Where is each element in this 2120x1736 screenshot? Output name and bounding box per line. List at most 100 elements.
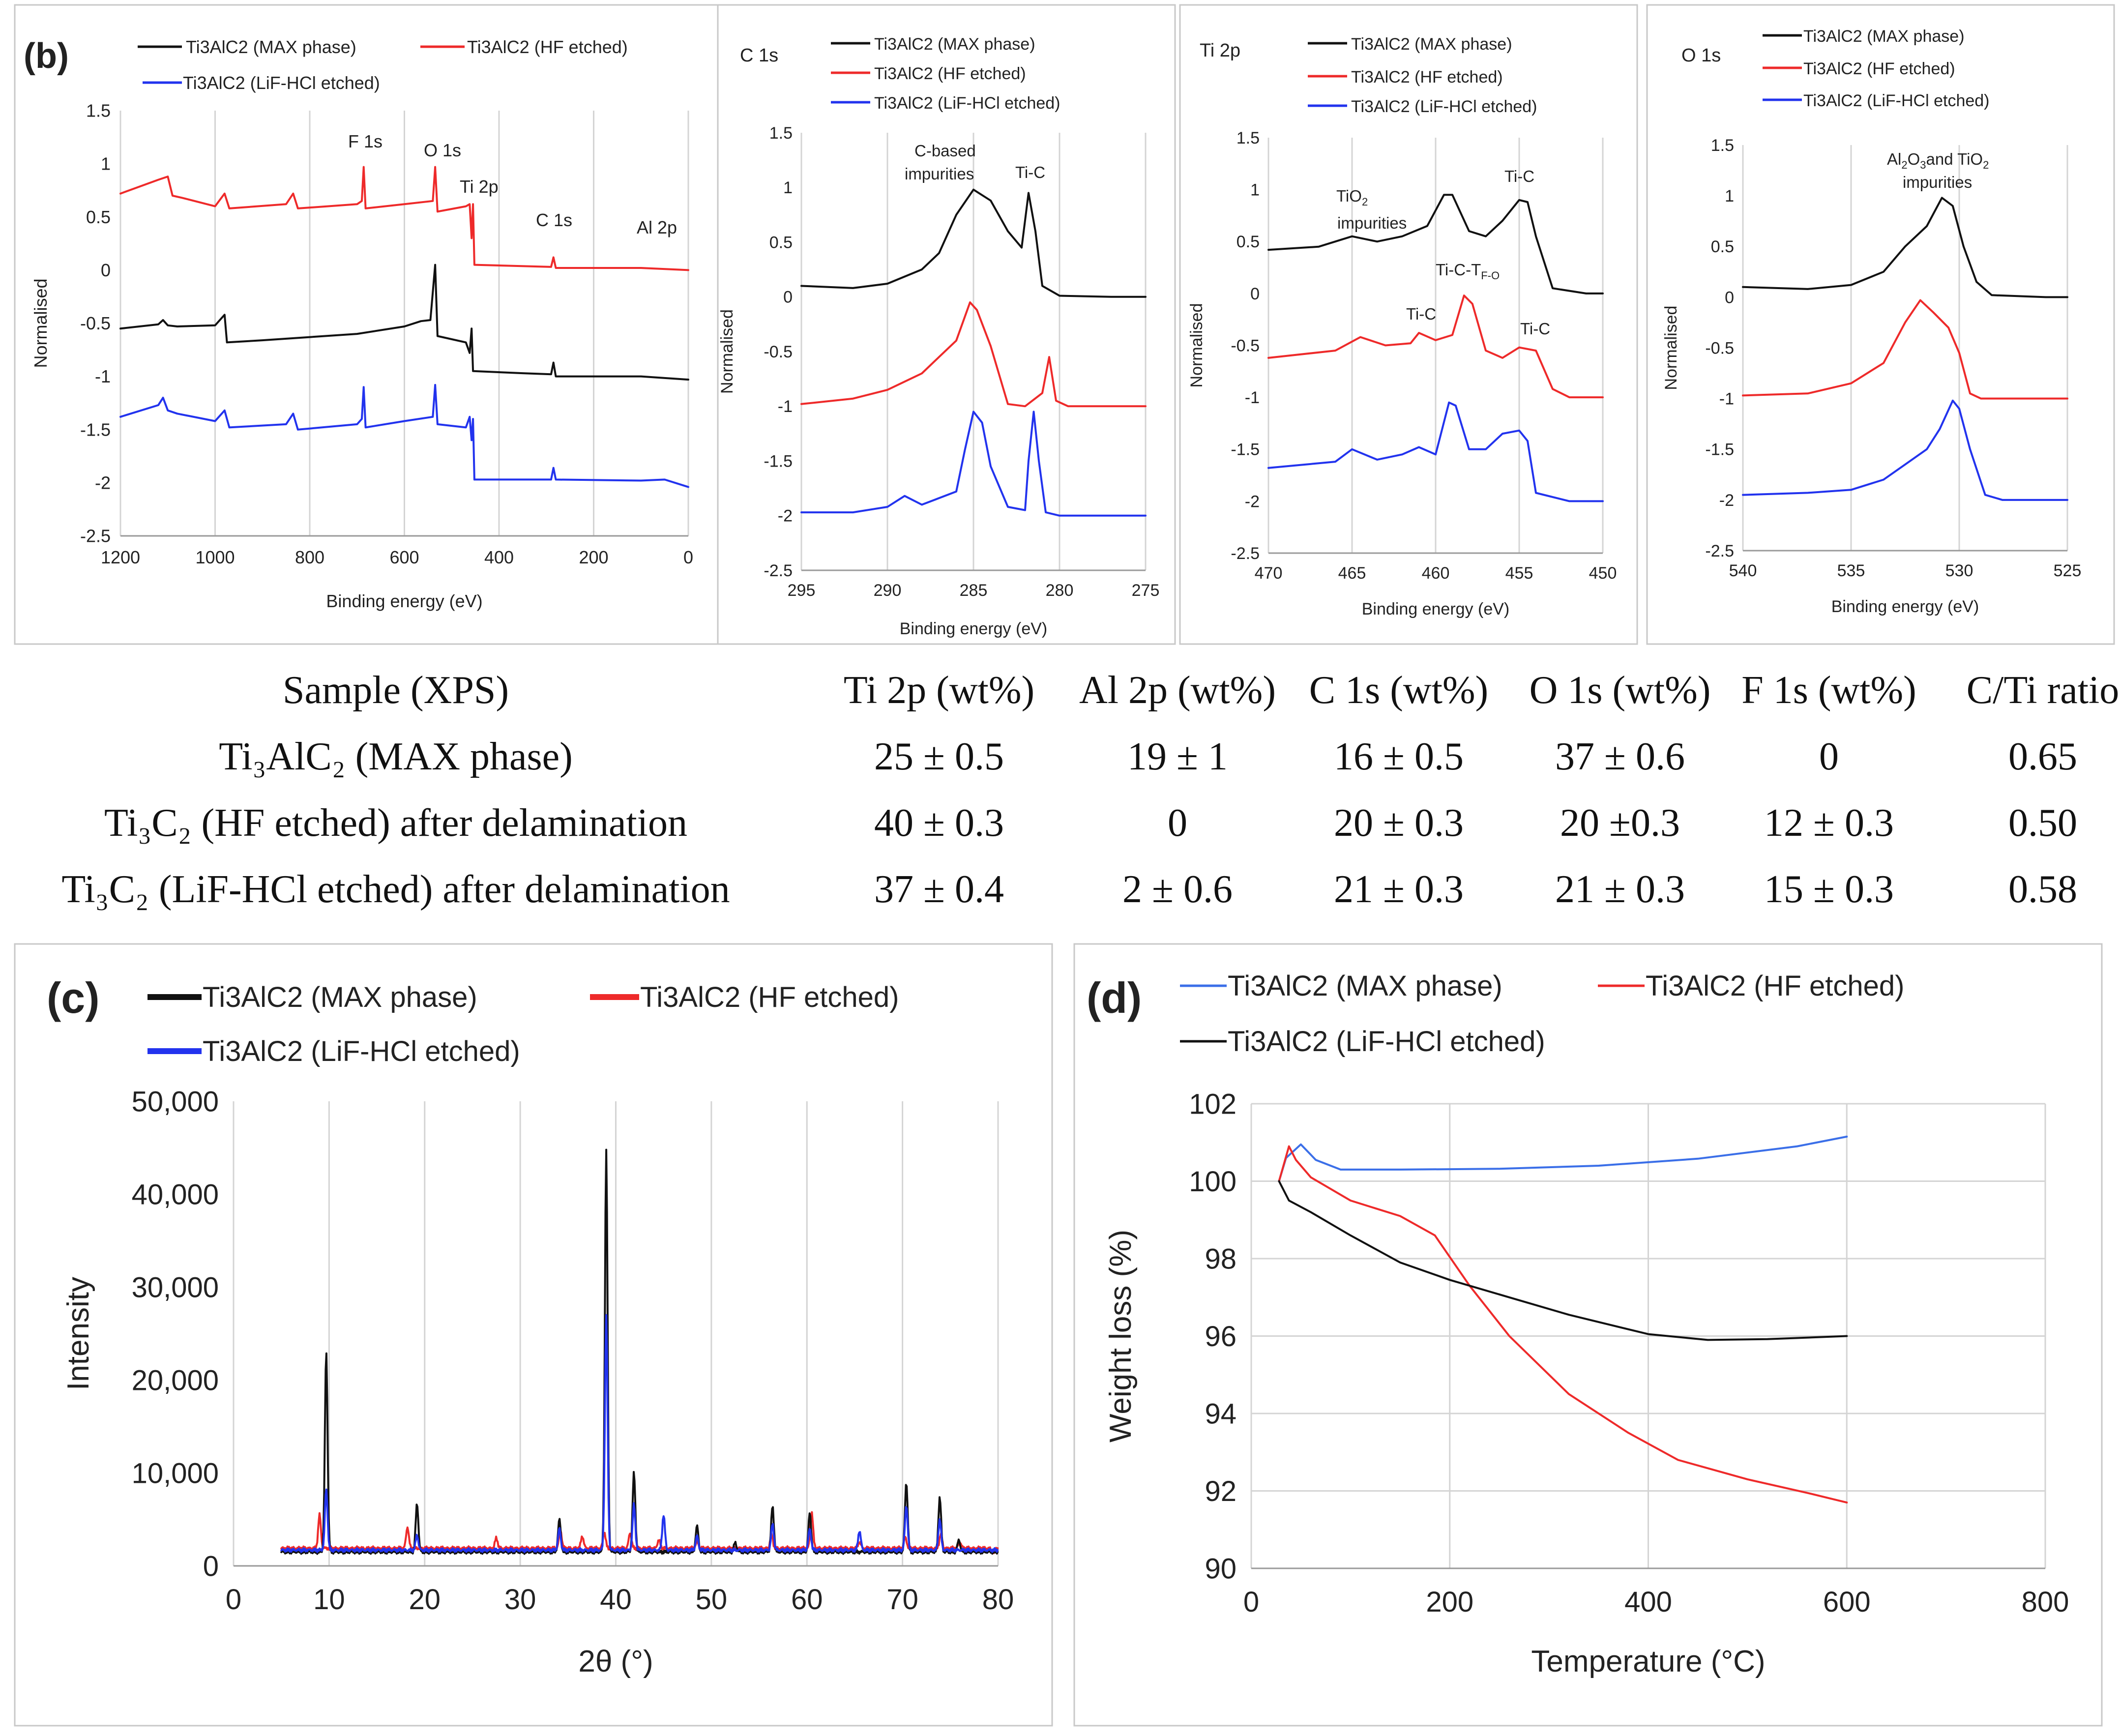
table-row-cell: Ti₃C₂ (HF etched) after delamination	[104, 801, 687, 845]
x-tick-label: 30	[504, 1584, 536, 1616]
table-row-cell: 21 ± 0.3	[1334, 868, 1464, 911]
xps-survey-plot: 1200 1000 800 600 400 200 0 1.5 1 0.5 0 -0.5 -1 -1.5 -…	[30, 101, 693, 611]
legend-label-hf: Ti3AlC2 (HF etched)	[467, 37, 628, 57]
legend-label-lif: Ti3AlC2 (LiF-HCl etched)	[1228, 1026, 1545, 1058]
xps-o1s-plot: 540 535 530 525 1.5 1 0.5 0 -0.5 -1 -1.5 -2 -2.5 Bind…	[1662, 136, 2081, 616]
annotation-ti-c: Ti-C	[1015, 163, 1045, 181]
x-tick-label: 460	[1422, 564, 1450, 583]
x-tick-label: 0	[1243, 1586, 1259, 1618]
x-axis-label: Binding energy (eV)	[326, 591, 482, 611]
y-tick-label: -1	[1245, 388, 1260, 407]
y-tick-label: 100	[1189, 1166, 1237, 1198]
table-row-cell: 0	[1168, 801, 1187, 845]
annotation-al2p: Al 2p	[637, 217, 677, 237]
x-tick-label: 0	[226, 1584, 241, 1616]
annotation-c1s: C 1s	[536, 210, 572, 230]
y-tick-label: 1.5	[1711, 136, 1734, 155]
y-axis-label: Normalised	[718, 309, 736, 394]
y-tick-label: 0	[1725, 288, 1734, 307]
table-row-cell: 37 ± 0.6	[1555, 735, 1685, 778]
y-axis-label: Intensity	[61, 1277, 95, 1390]
tga-legend: Ti3AlC2 (MAX phase) Ti3AlC2 (HF etched) …	[1180, 970, 1904, 1058]
table-row-cell: 16 ± 0.5	[1334, 735, 1464, 778]
x-tick-label: 70	[886, 1584, 918, 1616]
y-tick-label: 1	[101, 154, 111, 174]
x-tick-label: 455	[1505, 564, 1533, 583]
table-row-cell: 19 ± 1	[1127, 735, 1228, 778]
x-tick-label: 800	[2022, 1586, 2069, 1618]
y-tick-label: 1	[1725, 187, 1734, 206]
xps-c1s-plot: 295 290 285 280 275 1.5 1 0.5 0 -0.5 -1 -1.5 -2 -2.5 B…	[718, 124, 1159, 638]
series-line-ti3alc2-lif-hcl-etched	[280, 1314, 999, 1553]
table-row-cell: 40 ± 0.3	[874, 801, 1004, 845]
legend-label-lif: Ti3AlC2 (LiF-HCl etched)	[1351, 97, 1537, 116]
table-row-cell: 2 ± 0.6	[1122, 868, 1233, 911]
table-row-cell: 37 ± 0.4	[874, 868, 1004, 911]
annotation-impurities: impurities	[905, 165, 974, 183]
y-tick-label: 0.5	[1237, 233, 1260, 251]
annotation-ti2p: Ti 2p	[460, 177, 499, 197]
y-tick-label: -2	[95, 472, 111, 493]
xps-ti2p-plot: 470 465 460 455 450 1.5 1 0.5 0 -0.5 -1 -1.5 -2 -2.5 B…	[1187, 129, 1617, 618]
ti2p-title: Ti 2p	[1200, 40, 1240, 61]
y-tick-label: -0.5	[80, 313, 111, 333]
ti2p-legend: Ti3AlC2 (MAX phase) Ti3AlC2 (HF etched) …	[1308, 35, 1537, 116]
y-tick-label: -1.5	[764, 452, 793, 471]
y-tick-label: 0	[101, 260, 111, 280]
o1s-title: O 1s	[1681, 45, 1721, 66]
series-line-ti3alc2-hf-etched	[800, 301, 1147, 408]
y-tick-label: 1.5	[1237, 129, 1260, 147]
y-tick-label: -2.5	[764, 561, 793, 580]
table-header-cell: Al 2p (wt%)	[1079, 669, 1276, 712]
x-tick-label: 470	[1255, 564, 1283, 583]
survey-legend: Ti3AlC2 (MAX phase) Ti3AlC2 (HF etched) …	[138, 37, 628, 93]
x-tick-label: 465	[1338, 564, 1366, 583]
y-tick-label: -0.5	[764, 343, 793, 361]
y-tick-label: -2.5	[1705, 542, 1734, 560]
y-axis-label: Normalised	[1662, 306, 1680, 390]
y-tick-label: -2.5	[80, 526, 111, 546]
table-row-cell: 20 ±0.3	[1560, 801, 1680, 845]
legend-label-lif: Ti3AlC2 (LiF-HCl etched)	[1803, 91, 1990, 110]
annotation-ti-c-tx: Ti-C-TF-O	[1436, 261, 1500, 282]
y-tick-label: 1	[1250, 181, 1260, 200]
legend-label-max: Ti3AlC2 (MAX phase)	[203, 981, 477, 1013]
legend-label-hf: Ti3AlC2 (HF etched)	[1803, 59, 1955, 78]
table-header-cell: F 1s (wt%)	[1741, 669, 1916, 712]
y-tick-label: 0	[783, 288, 793, 307]
series-line-ti3alc2-lif-hcl-etched	[1742, 399, 2068, 501]
table-row-cell: 21 ± 0.3	[1555, 868, 1685, 911]
y-axis-label: Normalised	[30, 278, 51, 368]
series-line-ti3alc2-hf-etched	[119, 166, 689, 271]
series-line-ti3alc2-max-phase	[1278, 1135, 1848, 1182]
table-header-cell: Ti 2p (wt%)	[844, 669, 1034, 712]
y-axis-label: Weight loss (%)	[1104, 1230, 1138, 1442]
table-header-cell: O 1s (wt%)	[1530, 669, 1711, 712]
x-tick-label: 275	[1132, 581, 1160, 600]
y-tick-label: 0.5	[1711, 237, 1734, 256]
x-tick-label: 525	[2054, 561, 2082, 580]
legend-label-lif: Ti3AlC2 (LiF-HCl etched)	[203, 1035, 520, 1067]
x-tick-label: 280	[1046, 581, 1074, 600]
legend-label-hf: Ti3AlC2 (HF etched)	[1351, 68, 1503, 87]
series-line-ti3alc2-hf-etched	[280, 1511, 999, 1555]
c1s-title: C 1s	[740, 45, 778, 66]
y-tick-label: 20,000	[132, 1364, 219, 1396]
y-tick-label: -1.5	[1705, 441, 1734, 459]
y-tick-label: 0	[203, 1550, 219, 1582]
series-line-ti3alc2-max-phase	[1267, 194, 1604, 294]
x-axis-label: Binding energy (eV)	[1831, 597, 1979, 616]
y-tick-label: 0	[1250, 285, 1260, 303]
table-row-cell: 15 ± 0.3	[1764, 868, 1894, 911]
y-tick-label: -0.5	[1705, 339, 1734, 357]
x-tick-label: 800	[295, 547, 324, 567]
annotation-f1s: F 1s	[348, 131, 383, 151]
panel-b-c1s-frame	[717, 4, 1176, 645]
o1s-annotations: Al2O3and TiO2 impurities	[1887, 150, 1989, 191]
x-tick-label: 400	[1624, 1586, 1672, 1618]
annotation-ti-c-hf-left: Ti-C	[1406, 305, 1436, 323]
x-tick-label: 540	[1729, 561, 1757, 580]
x-tick-label: 60	[791, 1584, 823, 1616]
panel-b-survey-frame	[14, 4, 724, 645]
